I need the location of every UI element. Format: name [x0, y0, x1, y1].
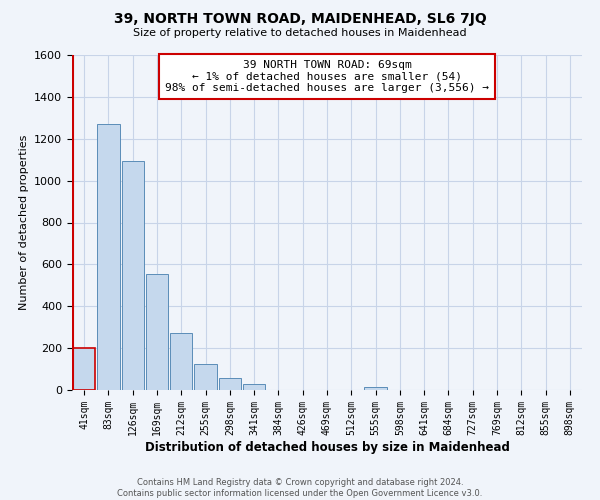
Text: 39, NORTH TOWN ROAD, MAIDENHEAD, SL6 7JQ: 39, NORTH TOWN ROAD, MAIDENHEAD, SL6 7JQ [113, 12, 487, 26]
Bar [73, 348, 95, 390]
Bar [218, 378, 241, 390]
Bar [364, 387, 387, 390]
Bar [170, 334, 193, 390]
Bar [122, 160, 144, 390]
Text: Size of property relative to detached houses in Maidenhead: Size of property relative to detached ho… [133, 28, 467, 38]
Bar [146, 274, 168, 390]
X-axis label: Distribution of detached houses by size in Maidenhead: Distribution of detached houses by size … [145, 440, 509, 454]
Text: Contains HM Land Registry data © Crown copyright and database right 2024.
Contai: Contains HM Land Registry data © Crown c… [118, 478, 482, 498]
Y-axis label: Number of detached properties: Number of detached properties [19, 135, 29, 310]
Text: 39 NORTH TOWN ROAD: 69sqm
← 1% of detached houses are smaller (54)
98% of semi-d: 39 NORTH TOWN ROAD: 69sqm ← 1% of detach… [165, 60, 489, 93]
Bar [97, 124, 119, 390]
Bar [194, 364, 217, 390]
Bar [243, 384, 265, 390]
